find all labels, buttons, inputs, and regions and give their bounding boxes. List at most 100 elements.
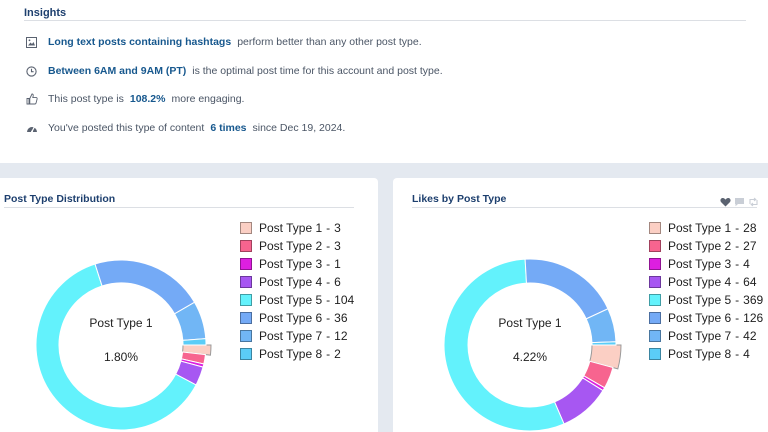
legend-value: 4 <box>743 347 750 361</box>
legend-swatch <box>649 294 661 306</box>
legend-item[interactable]: Post Type 2-27 <box>649 237 763 255</box>
insight-row-engagement: This post type is 108.2% more engaging. <box>25 91 244 107</box>
legend-separator: - <box>326 311 331 325</box>
legend-label: Post Type 1 <box>259 221 323 235</box>
donut-center-label: Post Type 1 <box>498 316 561 330</box>
post-type-distribution-card: Post Type Distribution Post Type 1 1.80%… <box>0 178 378 432</box>
legend-swatch <box>240 258 252 270</box>
legend-label: Post Type 4 <box>668 275 732 289</box>
insight-text: since Dec 19, 2024. <box>252 122 346 134</box>
legend-item[interactable]: Post Type 6-36 <box>240 309 354 327</box>
legend-value: 3 <box>334 239 341 253</box>
insight-text: is the optimal post time for this accoun… <box>192 65 443 77</box>
legend-swatch <box>240 276 252 288</box>
legend-value: 28 <box>743 221 757 235</box>
legend-item[interactable]: Post Type 1-28 <box>649 219 763 237</box>
donut-center-label: Post Type 1 <box>89 316 152 330</box>
legend-separator: - <box>735 293 740 307</box>
legend-separator: - <box>326 347 331 361</box>
legend-item[interactable]: Post Type 2-3 <box>240 237 354 255</box>
insight-prefix: You've posted this type of content <box>48 122 205 134</box>
chart-legend: Post Type 1-28 Post Type 2-27 Post Type 3-… <box>649 219 763 363</box>
legend-item[interactable]: Post Type 8-4 <box>649 345 763 363</box>
legend-label: Post Type 2 <box>668 239 732 253</box>
insight-text: more engaging. <box>171 93 245 105</box>
legend-separator: - <box>326 221 331 235</box>
legend-swatch <box>240 348 252 360</box>
insight-text: perform better than any other post type. <box>237 36 422 48</box>
legend-separator: - <box>735 311 740 325</box>
legend-value: 104 <box>334 293 355 307</box>
retweet-icon[interactable] <box>748 194 759 212</box>
legend-label: Post Type 3 <box>259 257 323 271</box>
insight-highlight: Between 6AM and 9AM (PT) <box>48 65 187 77</box>
donut-slice-post-type-8[interactable] <box>591 341 617 346</box>
legend-value: 12 <box>334 329 348 343</box>
likes-by-post-type-chart: Post Type 1 4.22% <box>443 258 622 432</box>
legend-label: Post Type 8 <box>259 347 323 361</box>
card-title: Likes by Post Type <box>412 193 507 205</box>
card-actions <box>720 194 759 212</box>
legend-item[interactable]: Post Type 5-104 <box>240 291 354 309</box>
donut-slice-post-type-8[interactable] <box>182 338 207 346</box>
post-type-distribution-chart: Post Type 1 1.80% <box>35 259 212 431</box>
legend-item[interactable]: Post Type 8-2 <box>240 345 354 363</box>
legend-value: 6 <box>334 275 341 289</box>
legend-item[interactable]: Post Type 7-12 <box>240 327 354 345</box>
card-title: Post Type Distribution <box>4 193 116 205</box>
legend-swatch <box>240 294 252 306</box>
legend-item[interactable]: Post Type 5-369 <box>649 291 763 309</box>
legend-value: 369 <box>743 293 764 307</box>
legend-separator: - <box>326 239 331 253</box>
legend-swatch <box>649 222 661 234</box>
legend-value: 1 <box>334 257 341 271</box>
legend-item[interactable]: Post Type 6-126 <box>649 309 763 327</box>
legend-separator: - <box>735 275 740 289</box>
insight-prefix: This post type is <box>48 93 124 105</box>
legend-label: Post Type 4 <box>259 275 323 289</box>
speedometer-icon <box>25 122 38 135</box>
card-divider <box>412 207 757 208</box>
legend-swatch <box>649 240 661 252</box>
legend-separator: - <box>735 257 740 271</box>
legend-item[interactable]: Post Type 4-64 <box>649 273 763 291</box>
legend-item[interactable]: Post Type 3-4 <box>649 255 763 273</box>
donut-slice-post-type-5[interactable] <box>443 258 565 432</box>
legend-value: 27 <box>743 239 757 253</box>
legend-label: Post Type 7 <box>668 329 732 343</box>
legend-item[interactable]: Post Type 7-42 <box>649 327 763 345</box>
legend-swatch <box>649 330 661 342</box>
legend-value: 4 <box>743 257 750 271</box>
donut-slice-post-type-5[interactable] <box>35 263 197 431</box>
legend-label: Post Type 5 <box>668 293 732 307</box>
image-icon <box>25 36 38 49</box>
insight-row-post-time: Between 6AM and 9AM (PT) is the optimal … <box>25 63 443 79</box>
legend-label: Post Type 6 <box>259 311 323 325</box>
legend-label: Post Type 2 <box>259 239 323 253</box>
heart-icon[interactable] <box>720 194 731 212</box>
donut-center-value: 1.80% <box>104 350 138 364</box>
donut-slice-post-type-6[interactable] <box>524 258 609 320</box>
insight-row-post-count: You've posted this type of content 6 tim… <box>25 120 345 136</box>
legend-swatch <box>649 312 661 324</box>
donut-slices <box>35 259 212 431</box>
insights-divider <box>24 20 746 21</box>
legend-item[interactable]: Post Type 4-6 <box>240 273 354 291</box>
legend-value: 36 <box>334 311 348 325</box>
legend-label: Post Type 3 <box>668 257 732 271</box>
legend-swatch <box>240 222 252 234</box>
donut-slice-post-type-6[interactable] <box>94 259 196 315</box>
legend-swatch <box>240 330 252 342</box>
insight-row-post-type: Long text posts containing hashtags perf… <box>25 34 422 50</box>
comment-icon[interactable] <box>734 194 745 212</box>
donut-slices <box>443 258 622 432</box>
clock-icon <box>25 65 38 78</box>
legend-swatch <box>649 276 661 288</box>
legend-value: 42 <box>743 329 757 343</box>
insight-highlight: 6 times <box>210 122 247 134</box>
legend-item[interactable]: Post Type 3-1 <box>240 255 354 273</box>
legend-item[interactable]: Post Type 1-3 <box>240 219 354 237</box>
card-divider <box>4 207 354 208</box>
legend-label: Post Type 8 <box>668 347 732 361</box>
legend-separator: - <box>735 329 740 343</box>
